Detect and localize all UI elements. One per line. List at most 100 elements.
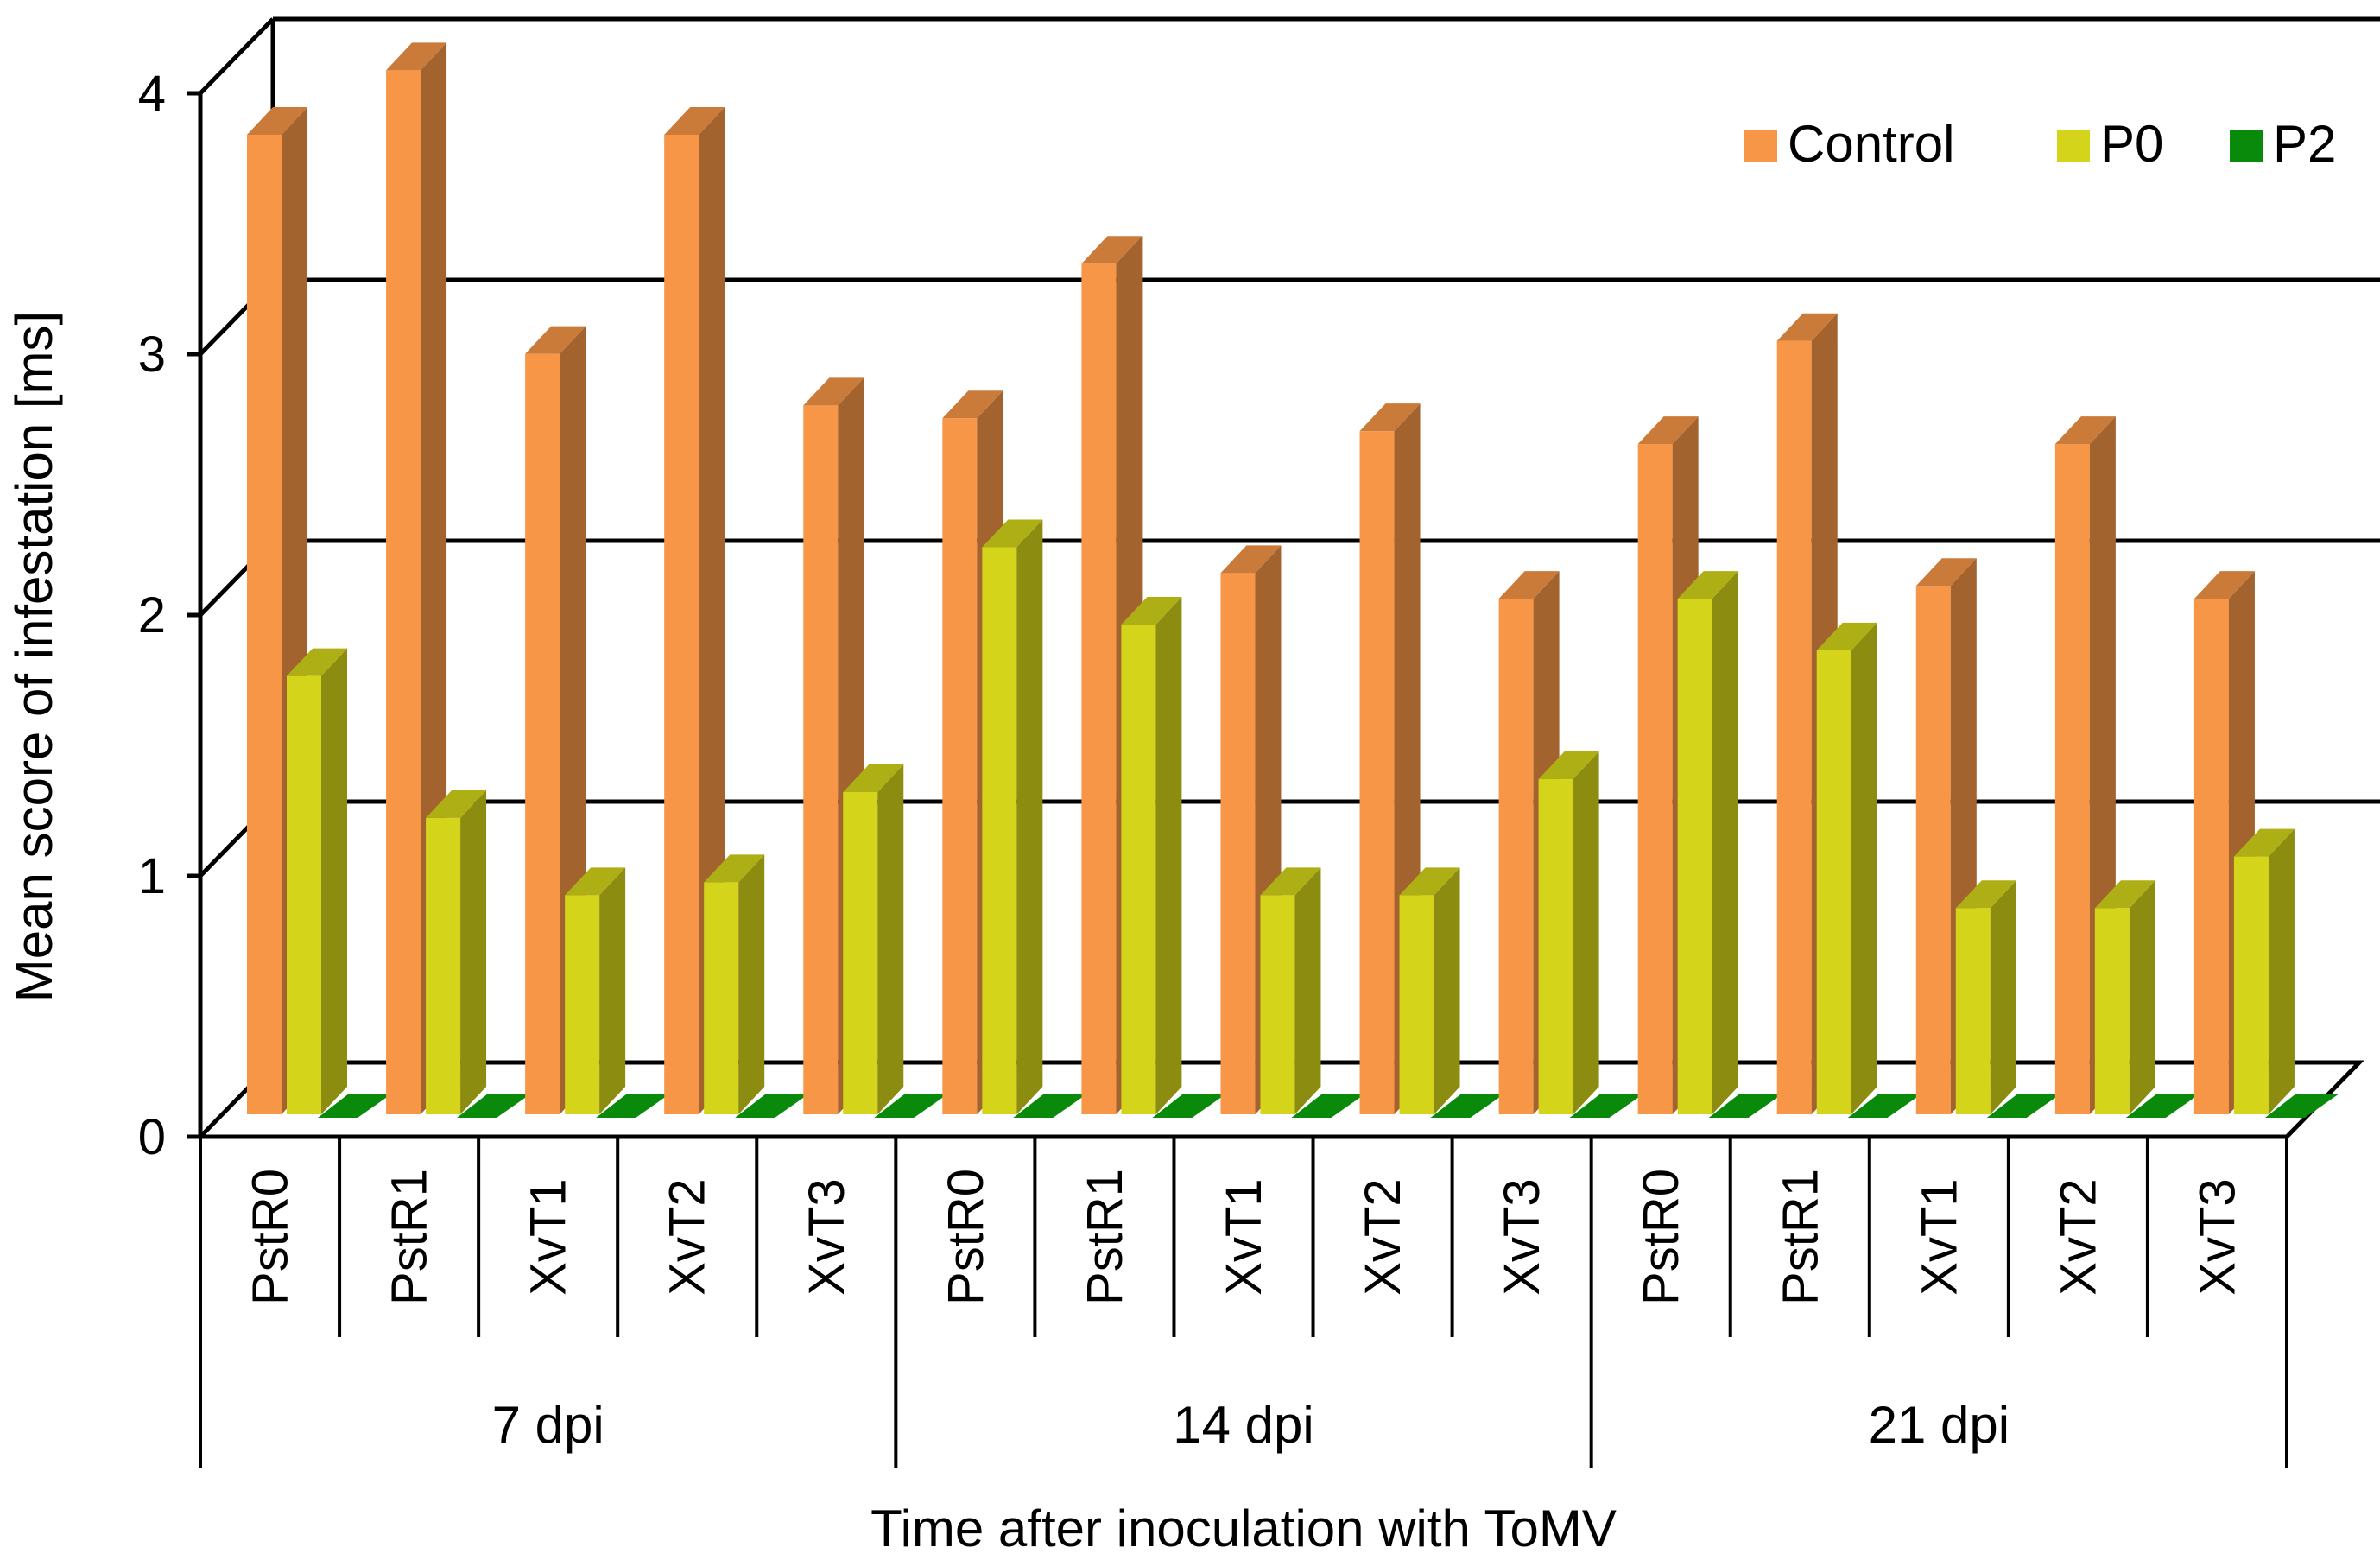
bar-p2-zero xyxy=(735,1094,810,1118)
bar-p0-top xyxy=(426,790,487,818)
category-bars xyxy=(2193,571,2339,1118)
bar-p0-top xyxy=(982,519,1043,548)
bar-p0-side xyxy=(1573,751,1599,1114)
bar-p2-zero xyxy=(1986,1094,2061,1118)
bar-p2-zero xyxy=(874,1094,949,1118)
bar-p0-top xyxy=(2094,880,2155,909)
bar-control-front xyxy=(942,418,978,1114)
bar-control-top xyxy=(664,107,725,135)
category-bars xyxy=(386,42,532,1118)
bar-control-front xyxy=(1637,444,1673,1114)
category-label: PstR0 xyxy=(938,1169,994,1305)
y-axis-title: Mean score of infestation [ms] xyxy=(5,311,63,1002)
bar-p0-top xyxy=(704,854,765,883)
bar-p0-front xyxy=(982,547,1017,1114)
category-bars xyxy=(1081,236,1227,1118)
bar-control-front xyxy=(247,135,282,1114)
bar-control-front xyxy=(1081,263,1117,1114)
bar-p0-front xyxy=(2094,908,2130,1114)
bar-control-front xyxy=(664,135,699,1114)
bar-p2-zero xyxy=(1708,1094,1783,1118)
y-tick-labels: 0 1 2 3 4 xyxy=(138,66,200,1165)
bar-p0-side xyxy=(1294,867,1321,1114)
y-tick-label: 4 xyxy=(138,66,166,122)
bar-control-top xyxy=(1220,545,1282,574)
bar-p0-side xyxy=(738,854,765,1114)
bar-p0-front xyxy=(1260,895,1295,1114)
category-bars xyxy=(247,107,392,1118)
bar-p0-side xyxy=(460,790,487,1114)
bar-control-top xyxy=(1637,416,1699,445)
legend-swatch-control xyxy=(1744,130,1777,162)
category-label: PstR1 xyxy=(1772,1169,1828,1305)
y-tick-label: 3 xyxy=(138,327,166,383)
bar-control-top xyxy=(1915,558,1977,587)
bar-p2-zero xyxy=(1152,1094,1227,1118)
group-label: 21 dpi xyxy=(1869,1396,2010,1454)
bar-control-top xyxy=(1498,571,1560,599)
bar-p0-front xyxy=(1399,895,1434,1114)
category-bars xyxy=(2054,416,2200,1118)
category-label: XvT2 xyxy=(660,1178,716,1295)
bar-p2-zero xyxy=(1847,1094,1922,1118)
bar-control-front xyxy=(803,405,839,1114)
bar-control-top xyxy=(2054,416,2116,445)
category-label: XvT3 xyxy=(799,1178,855,1295)
gridline-depth xyxy=(199,17,275,95)
category-label: XvT3 xyxy=(2189,1178,2245,1295)
legend-swatch-p2 xyxy=(2230,130,2263,162)
bar-p0-front xyxy=(287,675,321,1114)
bar-p2-zero xyxy=(1569,1094,1644,1118)
legend: Control P0 P2 xyxy=(1744,115,2336,173)
bar-control-top xyxy=(2193,571,2255,599)
category-label: XvT1 xyxy=(521,1178,577,1295)
bar-p0-top xyxy=(843,764,904,792)
category-label: XvT3 xyxy=(1494,1178,1550,1295)
group-label: 7 dpi xyxy=(492,1396,604,1454)
bar-p0-top xyxy=(565,867,626,896)
category-label: PstR0 xyxy=(243,1169,299,1305)
bar-p0-front xyxy=(1538,779,1573,1114)
bar-p2-zero xyxy=(1430,1094,1505,1118)
bar-p2-zero xyxy=(457,1094,532,1118)
bar-p0-top xyxy=(1538,751,1599,780)
bar-p0-side xyxy=(1851,622,1877,1114)
legend-label: P2 xyxy=(2273,115,2336,173)
bar-p0-front xyxy=(2233,856,2269,1114)
bar-control-top xyxy=(803,377,864,406)
category-bars xyxy=(1498,571,1644,1118)
bar-control-front xyxy=(2193,599,2229,1114)
category-bars xyxy=(525,326,671,1118)
bar-control-top xyxy=(1359,403,1421,432)
legend-swatch-p0 xyxy=(2057,130,2090,162)
category-label: XvT1 xyxy=(1216,1178,1272,1295)
bar-control-top xyxy=(1776,313,1838,341)
category-label: PstR1 xyxy=(382,1169,438,1305)
bar-p0-side xyxy=(1155,597,1182,1114)
bar-control-side xyxy=(699,107,725,1114)
bar-p0-side xyxy=(599,867,626,1114)
bar-control-top xyxy=(386,42,447,71)
bar-p0-front xyxy=(1121,625,1156,1114)
bar-control-front xyxy=(1498,599,1534,1114)
bar-p0-front xyxy=(1816,650,1851,1114)
bar-p0-side xyxy=(2129,880,2155,1114)
bar-p0-side xyxy=(1712,571,1738,1114)
bar-p0-side xyxy=(1990,880,2016,1114)
bar-p2-zero xyxy=(2264,1094,2339,1118)
bar-p0-side xyxy=(1434,867,1460,1114)
x-axis-title: Time after inoculation with ToMV xyxy=(870,1500,1617,1557)
bar-control-front xyxy=(1220,573,1256,1114)
bar-p0-top xyxy=(287,648,347,676)
category-bars xyxy=(1359,403,1505,1118)
category-label: XvT1 xyxy=(1911,1178,1967,1295)
bar-p0-front xyxy=(1955,908,1991,1114)
bar-control-top xyxy=(942,390,1003,419)
bar-control-top xyxy=(1081,236,1143,264)
category-bars xyxy=(1915,558,2061,1118)
y-tick-label: 1 xyxy=(138,848,166,904)
bar-p2-zero xyxy=(2125,1094,2200,1118)
category-bars xyxy=(1637,416,1783,1118)
bar-p0-top xyxy=(1677,571,1738,599)
bar-p2-zero xyxy=(596,1094,671,1118)
